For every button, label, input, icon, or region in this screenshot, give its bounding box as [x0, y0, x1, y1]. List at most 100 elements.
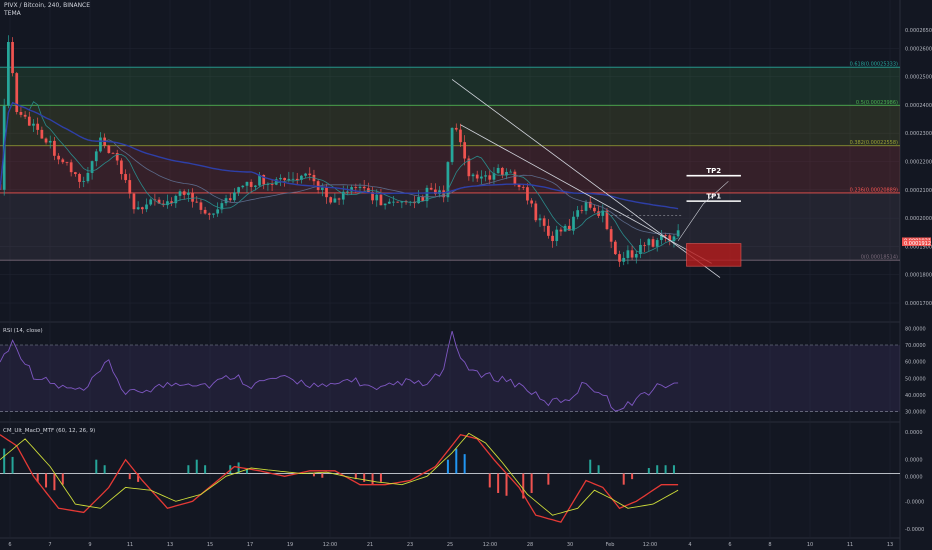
macd-histogram-bar — [187, 465, 190, 474]
fib-level-label: 0.382(0.00022558) — [850, 140, 898, 146]
candle-body — [362, 186, 366, 189]
candle-body — [191, 192, 194, 202]
candle-body — [588, 201, 592, 208]
macd-histogram-bar — [3, 448, 6, 474]
macd-histogram-bar — [497, 473, 500, 493]
candle-body — [559, 229, 563, 232]
candle-body — [320, 187, 324, 190]
candle-body — [634, 253, 638, 258]
x-tick-label: 23 — [407, 542, 413, 548]
x-tick-label: 8 — [768, 542, 771, 548]
macd-histogram-bar — [505, 473, 508, 496]
fib-zone — [0, 105, 900, 146]
macd-histogram-bar — [379, 473, 382, 482]
candle-body — [291, 178, 295, 180]
candle-body — [593, 207, 596, 212]
candle-body — [140, 207, 144, 210]
candle-body — [555, 229, 559, 242]
fib-level-label: 0.618(0.00025333) — [850, 62, 898, 68]
macd-histogram-bar — [237, 462, 240, 474]
candle-body — [316, 181, 320, 190]
candle-body — [132, 193, 136, 210]
macd-histogram-bar — [204, 465, 207, 474]
candle-body — [241, 185, 245, 188]
candle-body — [19, 111, 23, 115]
candle-body — [295, 178, 299, 180]
candle-body — [329, 197, 333, 203]
candle-body — [358, 186, 362, 188]
candle-body — [40, 129, 44, 139]
candle-body — [178, 191, 182, 196]
macd-title: CM_Ult_MacD_MTF (60, 12, 26, 9) — [3, 428, 95, 434]
macd-histogram-bar — [530, 473, 533, 493]
candle-body — [199, 202, 203, 210]
macd-histogram-bar — [128, 473, 131, 480]
candle-body — [438, 190, 441, 195]
candle-body — [500, 167, 504, 176]
moving-average-line — [0, 101, 679, 210]
macd-histogram-bar — [363, 473, 366, 482]
macd-histogram-bar — [312, 473, 315, 477]
macd-histogram-bar — [656, 465, 659, 474]
macd-histogram-bar — [371, 473, 374, 485]
target-label: TP1 — [706, 193, 721, 201]
macd-histogram-bar — [95, 459, 98, 474]
rsi-title: RSI (14, close) — [3, 328, 43, 334]
candle-body — [115, 153, 119, 161]
x-tick-label: 10 — [807, 542, 813, 548]
candle-body — [417, 197, 420, 204]
candle-body — [32, 123, 35, 126]
macd-histogram-bar — [547, 473, 550, 485]
trend-line — [451, 79, 721, 278]
x-tick-label: 13 — [167, 542, 173, 548]
y-tick-label: 0.0000 — [905, 430, 923, 436]
candle-body — [36, 123, 40, 130]
macd-histogram-bar — [455, 448, 458, 474]
candle-body — [471, 174, 475, 177]
candle-body — [442, 190, 446, 198]
candle-body — [622, 257, 626, 262]
candle-body — [651, 239, 655, 247]
fib-zone — [0, 67, 900, 106]
candle-body — [488, 175, 492, 180]
candle-body — [245, 181, 249, 186]
candle-body — [375, 194, 379, 201]
candle-body — [387, 201, 391, 204]
candle-body — [421, 197, 425, 202]
fib-level-label: 0.5(0.00023986) — [856, 100, 898, 106]
candle-body — [463, 142, 467, 159]
candle-body — [48, 140, 52, 143]
candle-body — [630, 250, 634, 258]
macd-histogram-bar — [446, 459, 449, 474]
y-tick-label: 0.0002600 — [905, 46, 932, 52]
rsi-line — [0, 330, 679, 412]
candle-body — [647, 239, 651, 246]
candle-body — [492, 173, 496, 180]
candle-body — [467, 158, 471, 177]
candle-body — [82, 181, 86, 183]
candle-body — [195, 201, 199, 203]
candle-body — [149, 199, 153, 205]
candle-body — [249, 181, 253, 187]
candle-body — [187, 192, 190, 195]
candle-body — [354, 187, 358, 188]
candle-body — [207, 213, 211, 215]
candle-body — [124, 174, 127, 181]
candle-body — [429, 187, 433, 190]
macd-histogram-bar — [664, 465, 667, 474]
candle-body — [94, 151, 98, 162]
y-tick-label: 40.0000 — [905, 393, 926, 399]
candle-body — [584, 201, 588, 211]
candle-body — [287, 178, 291, 181]
candle-body — [304, 173, 307, 176]
macd-histogram-bar — [36, 473, 39, 482]
candle-body — [517, 183, 521, 187]
candle-body — [383, 203, 387, 206]
macd-histogram-bar — [647, 468, 650, 474]
candle-body — [450, 127, 454, 163]
x-tick-label: 12:00 — [643, 542, 657, 548]
candle-body — [454, 127, 458, 130]
candle-body — [212, 213, 215, 215]
x-tick-label: 25 — [447, 542, 453, 548]
